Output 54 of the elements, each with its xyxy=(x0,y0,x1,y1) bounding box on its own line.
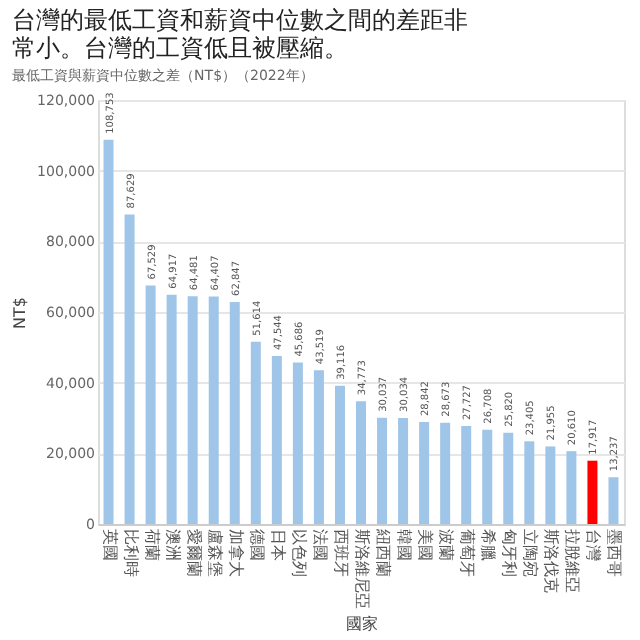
x-tick-label: 斯洛伐克 xyxy=(542,529,561,593)
bar xyxy=(334,385,345,524)
bar xyxy=(229,301,240,524)
text: 常小。台灣的工資低且被壓縮。 xyxy=(12,34,349,62)
bar xyxy=(124,214,135,524)
bar xyxy=(356,401,366,524)
x-tick-label: 荷蘭 xyxy=(142,529,161,561)
x-tick-label: 比利時 xyxy=(121,529,140,577)
bar xyxy=(313,370,324,524)
x-tick-label: 美國 xyxy=(416,529,435,561)
bar xyxy=(461,426,472,524)
bar xyxy=(524,441,535,524)
bar xyxy=(398,417,409,524)
bar xyxy=(208,296,219,524)
x-tick-label: 台灣 xyxy=(584,529,603,561)
bar xyxy=(545,446,556,524)
bar xyxy=(145,285,156,524)
bar xyxy=(503,432,514,524)
text: 台灣的最低工資和薪資中位數之間的差距非 xyxy=(12,6,469,34)
x-tick-label: 希臘 xyxy=(479,529,498,561)
x-tick-label: 拉脫維亞 xyxy=(563,529,582,593)
x-tick-label: 韓國 xyxy=(395,529,414,561)
x-tick-label: 紐西蘭 xyxy=(374,527,393,577)
x-tick-label: 日本 xyxy=(268,529,287,561)
x-tick-label: 立陶宛 xyxy=(521,529,540,577)
bar xyxy=(440,422,451,524)
bar xyxy=(187,296,198,524)
bar xyxy=(250,341,261,524)
x-tick-label: 匈牙利 xyxy=(500,529,519,577)
x-tick-label: 愛爾蘭 xyxy=(184,529,203,577)
x-tick-label: 墨西哥 xyxy=(605,529,624,577)
x-tick-label: 加拿大 xyxy=(226,529,245,577)
bar xyxy=(587,460,598,524)
x-tick-label: 德國 xyxy=(247,529,266,561)
x-tick-label: 法國 xyxy=(310,529,329,561)
bar xyxy=(377,417,388,524)
x-tick-label: 葡萄牙 xyxy=(458,529,477,577)
bar xyxy=(566,451,577,524)
x-tick-label: 西班牙 xyxy=(331,529,350,577)
x-axis-title: 國家 xyxy=(346,615,378,633)
bar xyxy=(292,362,303,524)
x-tick-label: 波蘭 xyxy=(437,529,456,561)
y-axis-title: NT$ xyxy=(11,297,30,329)
bar xyxy=(103,139,114,524)
bar xyxy=(166,294,177,524)
bar xyxy=(271,356,282,524)
x-tick-label: 澳洲 xyxy=(163,529,182,561)
x-tick-label: 斯洛維尼亞 xyxy=(353,529,371,609)
x-tick-label: 以色列 xyxy=(289,529,308,577)
bar xyxy=(482,429,493,524)
bar xyxy=(419,422,430,524)
x-tick-label: 盧森堡 xyxy=(205,529,224,577)
x-tick-label: 英國 xyxy=(100,529,119,561)
bar xyxy=(608,477,619,524)
